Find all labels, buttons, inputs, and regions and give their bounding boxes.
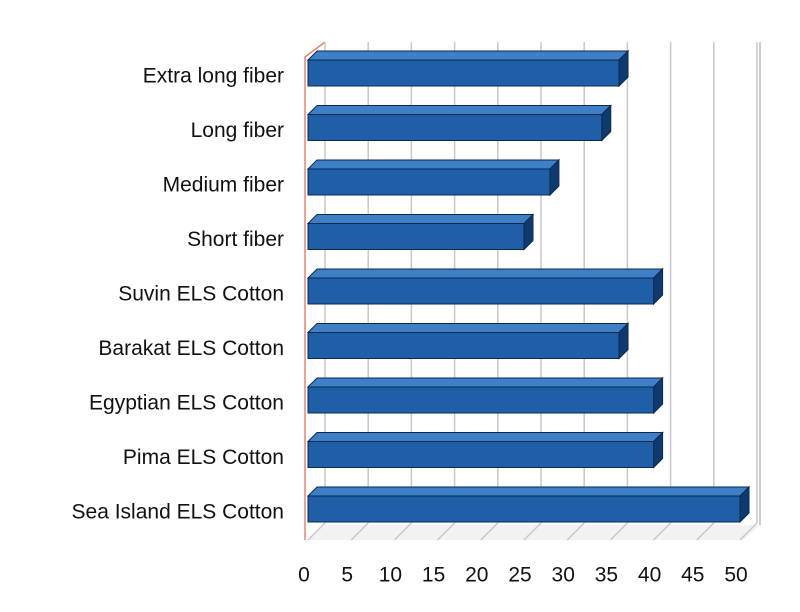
y-tick-label: Extra long fiber — [143, 65, 284, 88]
bar — [307, 386, 655, 414]
bar — [307, 441, 655, 468]
y-tick-label: Medium fiber — [163, 174, 284, 197]
x-tick-label: 15 — [422, 564, 445, 587]
bar — [307, 495, 741, 523]
bar-top — [306, 50, 630, 61]
x-tick-label: 45 — [681, 564, 704, 587]
floor-grid-line — [523, 522, 542, 541]
x-tick-label: 30 — [552, 564, 575, 587]
bar-top — [306, 268, 664, 279]
bar — [307, 277, 655, 305]
floor-grid-line — [566, 522, 585, 541]
x-tick-label: 40 — [638, 564, 661, 587]
y-tick-label: Barakat ELS Cotton — [98, 337, 284, 360]
x-tick-label: 50 — [724, 564, 747, 587]
y-tick-label: Long fiber — [191, 119, 284, 142]
bar — [307, 114, 603, 141]
bar-top — [306, 486, 751, 497]
bar-top — [306, 214, 535, 224]
axis-wall — [304, 41, 326, 540]
y-tick-label: Sea Island ELS Cotton — [72, 501, 284, 524]
y-tick-label: Short fiber — [187, 228, 284, 251]
x-tick-label: 20 — [465, 564, 488, 587]
x-tick-label: 10 — [379, 564, 402, 587]
y-tick-label: Egyptian ELS Cotton — [89, 392, 284, 415]
bar-top — [306, 432, 664, 442]
bar-top — [306, 105, 612, 115]
bar-top — [306, 159, 561, 170]
floor-grid-line — [653, 522, 672, 541]
x-tick-label: 0 — [298, 564, 310, 587]
floor-grid-line — [739, 522, 758, 541]
floor-grid-line — [480, 522, 499, 541]
bar-top — [306, 323, 630, 333]
bar-top — [306, 377, 664, 388]
y-tick-label: Pima ELS Cotton — [123, 446, 284, 469]
floor — [308, 525, 760, 540]
bar — [307, 223, 525, 250]
bar — [307, 59, 620, 87]
floor-grid-line — [609, 522, 628, 541]
y-tick-label: Suvin ELS Cotton — [118, 283, 284, 306]
floor-grid-line — [437, 522, 456, 541]
x-tick-label: 25 — [508, 564, 531, 587]
x-tick-label: 35 — [595, 564, 618, 587]
bar — [307, 332, 620, 359]
floor-grid-line — [696, 522, 715, 541]
floor-grid-line — [350, 522, 369, 541]
x-tick-label: 5 — [341, 564, 353, 587]
bar — [307, 168, 551, 196]
floor-grid-line — [307, 522, 326, 541]
floor-grid-line — [393, 522, 412, 541]
